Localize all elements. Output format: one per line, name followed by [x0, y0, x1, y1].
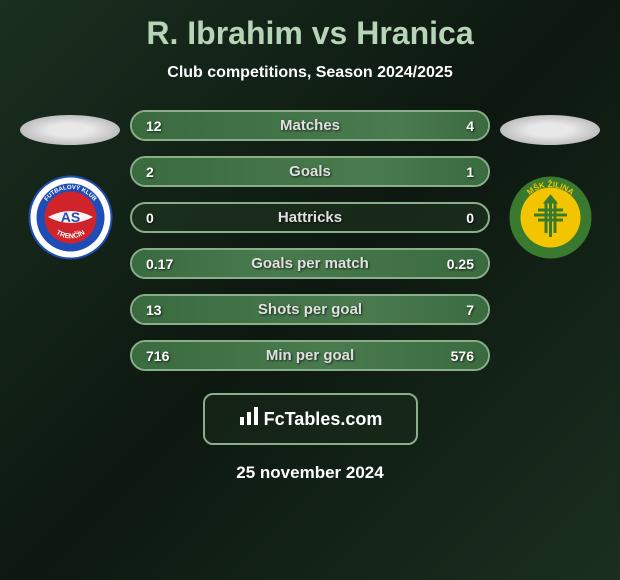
- stat-bar: 716 576 Min per goal: [130, 340, 490, 371]
- stat-fill-left: [132, 112, 399, 139]
- date-text: 25 november 2024: [0, 463, 620, 483]
- right-team-logo: MŠK ŽILINA: [508, 175, 593, 260]
- svg-text:AS: AS: [60, 209, 79, 225]
- infographic-container: R. Ibrahim vs Hranica Club competitions,…: [0, 0, 620, 580]
- zilina-logo-icon: MŠK ŽILINA: [508, 175, 593, 260]
- stat-value-left: 0: [146, 210, 154, 226]
- stat-value-right: 0: [466, 210, 474, 226]
- stat-label: Shots per goal: [258, 301, 362, 318]
- stat-bar: 0.17 0.25 Goals per match: [130, 248, 490, 279]
- stat-value-right: 1: [466, 164, 474, 180]
- stat-value-left: 0.17: [146, 256, 173, 272]
- stats-column: 12 4 Matches 2 1 Goals 0 0 Hattricks 0.17 0.25 Goal…: [130, 110, 490, 371]
- right-player-silhouette: [500, 115, 600, 145]
- stat-label: Goals per match: [251, 255, 369, 272]
- left-team-logo: AS FUTBALOVÝ KLUB TRENČÍN: [28, 175, 113, 260]
- left-player-column: AS FUTBALOVÝ KLUB TRENČÍN: [10, 110, 130, 260]
- chart-icon: [238, 405, 260, 433]
- stat-value-right: 0.25: [447, 256, 474, 272]
- stat-label: Goals: [289, 163, 331, 180]
- left-player-silhouette: [20, 115, 120, 145]
- footer-badge[interactable]: FcTables.com: [203, 393, 418, 445]
- subtitle: Club competitions, Season 2024/2025: [0, 64, 620, 82]
- stat-bar: 12 4 Matches: [130, 110, 490, 141]
- stat-label: Matches: [280, 117, 340, 134]
- stat-value-left: 13: [146, 302, 162, 318]
- stat-label: Min per goal: [266, 347, 354, 364]
- stat-bar: 0 0 Hattricks: [130, 202, 490, 233]
- stat-value-left: 12: [146, 118, 162, 134]
- main-area: AS FUTBALOVÝ KLUB TRENČÍN 12 4 Matches 2 1 Go…: [0, 110, 620, 371]
- right-player-column: MŠK ŽILINA: [490, 110, 610, 260]
- stat-fill-right: [399, 112, 488, 139]
- stat-value-right: 4: [466, 118, 474, 134]
- stat-bar: 13 7 Shots per goal: [130, 294, 490, 325]
- footer-brand-text: FcTables.com: [264, 409, 383, 430]
- footer-brand: FcTables.com: [238, 405, 383, 433]
- stat-fill-left: [132, 158, 371, 185]
- stat-value-right: 7: [466, 302, 474, 318]
- trencin-logo-icon: AS FUTBALOVÝ KLUB TRENČÍN: [28, 175, 113, 260]
- stat-label: Hattricks: [278, 209, 342, 226]
- page-title: R. Ibrahim vs Hranica: [0, 15, 620, 52]
- stat-bar: 2 1 Goals: [130, 156, 490, 187]
- stat-value-right: 576: [451, 348, 474, 364]
- stat-value-left: 716: [146, 348, 169, 364]
- stat-value-left: 2: [146, 164, 154, 180]
